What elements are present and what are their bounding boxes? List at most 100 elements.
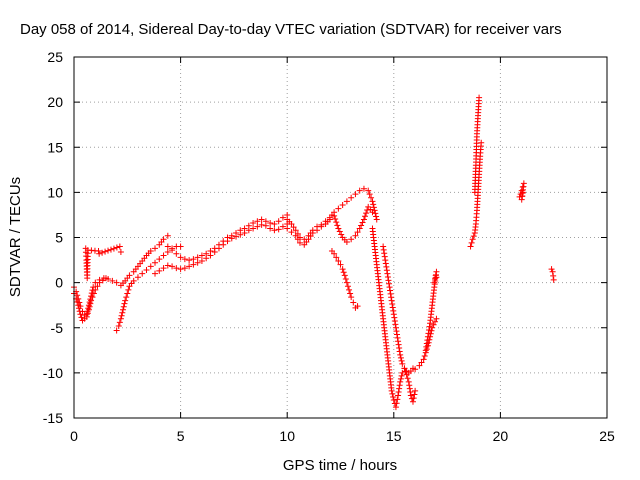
data-point [387, 290, 394, 297]
data-point [262, 222, 269, 229]
data-point [245, 227, 252, 234]
data-point [122, 297, 129, 304]
data-point [339, 202, 346, 209]
data-points [71, 94, 557, 411]
data-point [233, 233, 240, 240]
data-point [241, 229, 248, 236]
data-point [190, 261, 197, 268]
data-point [392, 324, 399, 331]
data-point [347, 290, 354, 297]
data-point [292, 227, 299, 234]
data-point [343, 198, 350, 205]
data-point [164, 232, 171, 239]
data-point [186, 257, 193, 264]
data-point [220, 241, 227, 248]
data-point [164, 248, 171, 255]
data-point [425, 330, 432, 337]
gridlines [74, 57, 607, 418]
x-tick-label: 5 [177, 428, 185, 444]
data-point [294, 236, 301, 243]
data-point [309, 229, 316, 236]
data-point [250, 225, 257, 232]
data-point [331, 250, 338, 257]
data-point [85, 306, 92, 313]
data-point [164, 243, 171, 250]
data-point [160, 236, 167, 243]
data-point [84, 310, 91, 317]
data-point [372, 210, 379, 217]
series-recovery [422, 268, 440, 354]
data-point [120, 306, 127, 313]
data-point [177, 243, 184, 250]
data-point [92, 286, 99, 293]
data-point [331, 212, 338, 219]
data-point [467, 243, 474, 250]
series-late-cluster [516, 180, 527, 203]
data-point [397, 378, 404, 385]
data-point [429, 324, 436, 331]
y-tick-label: 25 [47, 49, 63, 65]
data-point [348, 236, 355, 243]
data-point [360, 185, 367, 192]
data-point [107, 246, 114, 253]
data-point [343, 239, 350, 246]
data-point [346, 286, 353, 293]
data-point [389, 301, 396, 308]
data-point [339, 266, 346, 273]
data-point [190, 256, 197, 263]
data-point [384, 273, 391, 280]
data-point [211, 248, 218, 255]
data-point [519, 189, 526, 196]
data-point [342, 276, 349, 283]
data-point [373, 213, 380, 220]
data-point [405, 378, 412, 385]
data-point [215, 245, 222, 252]
data-point [88, 297, 95, 304]
data-point [147, 248, 154, 255]
data-point [352, 191, 359, 198]
data-point [113, 279, 120, 286]
data-point [254, 223, 261, 230]
data-point [333, 254, 340, 261]
y-tick-label: -10 [43, 365, 63, 381]
data-point [95, 248, 102, 255]
data-point [284, 225, 291, 232]
data-point [338, 231, 345, 238]
data-point [105, 247, 112, 254]
data-point [369, 209, 376, 216]
data-point [326, 216, 333, 223]
y-tick-label: 5 [55, 230, 63, 246]
data-point [359, 219, 366, 226]
data-point [476, 94, 483, 101]
y-axis-label: SDTVAR / TECUs [7, 177, 24, 297]
data-point [391, 314, 398, 321]
data-point [173, 265, 180, 272]
data-point [425, 327, 432, 334]
data-point [224, 238, 231, 245]
data-point [177, 266, 184, 273]
data-point [139, 270, 146, 277]
data-point [350, 299, 357, 306]
data-point [468, 239, 475, 246]
data-point [399, 360, 406, 367]
data-point [121, 300, 128, 307]
data-point [354, 229, 361, 236]
data-point [237, 231, 244, 238]
data-point [396, 385, 403, 392]
data-point [387, 287, 394, 294]
data-point [250, 220, 257, 227]
data-point [356, 225, 363, 232]
data-point [423, 340, 430, 347]
data-point [470, 233, 477, 240]
data-point [549, 268, 556, 275]
data-point [152, 245, 159, 252]
data-point [109, 277, 116, 284]
data-point [406, 385, 413, 392]
data-point [267, 225, 274, 232]
data-point [348, 294, 355, 301]
data-point [194, 259, 201, 266]
data-point [164, 262, 171, 269]
data-point [115, 322, 122, 329]
data-point [393, 328, 400, 335]
data-point [393, 331, 400, 338]
